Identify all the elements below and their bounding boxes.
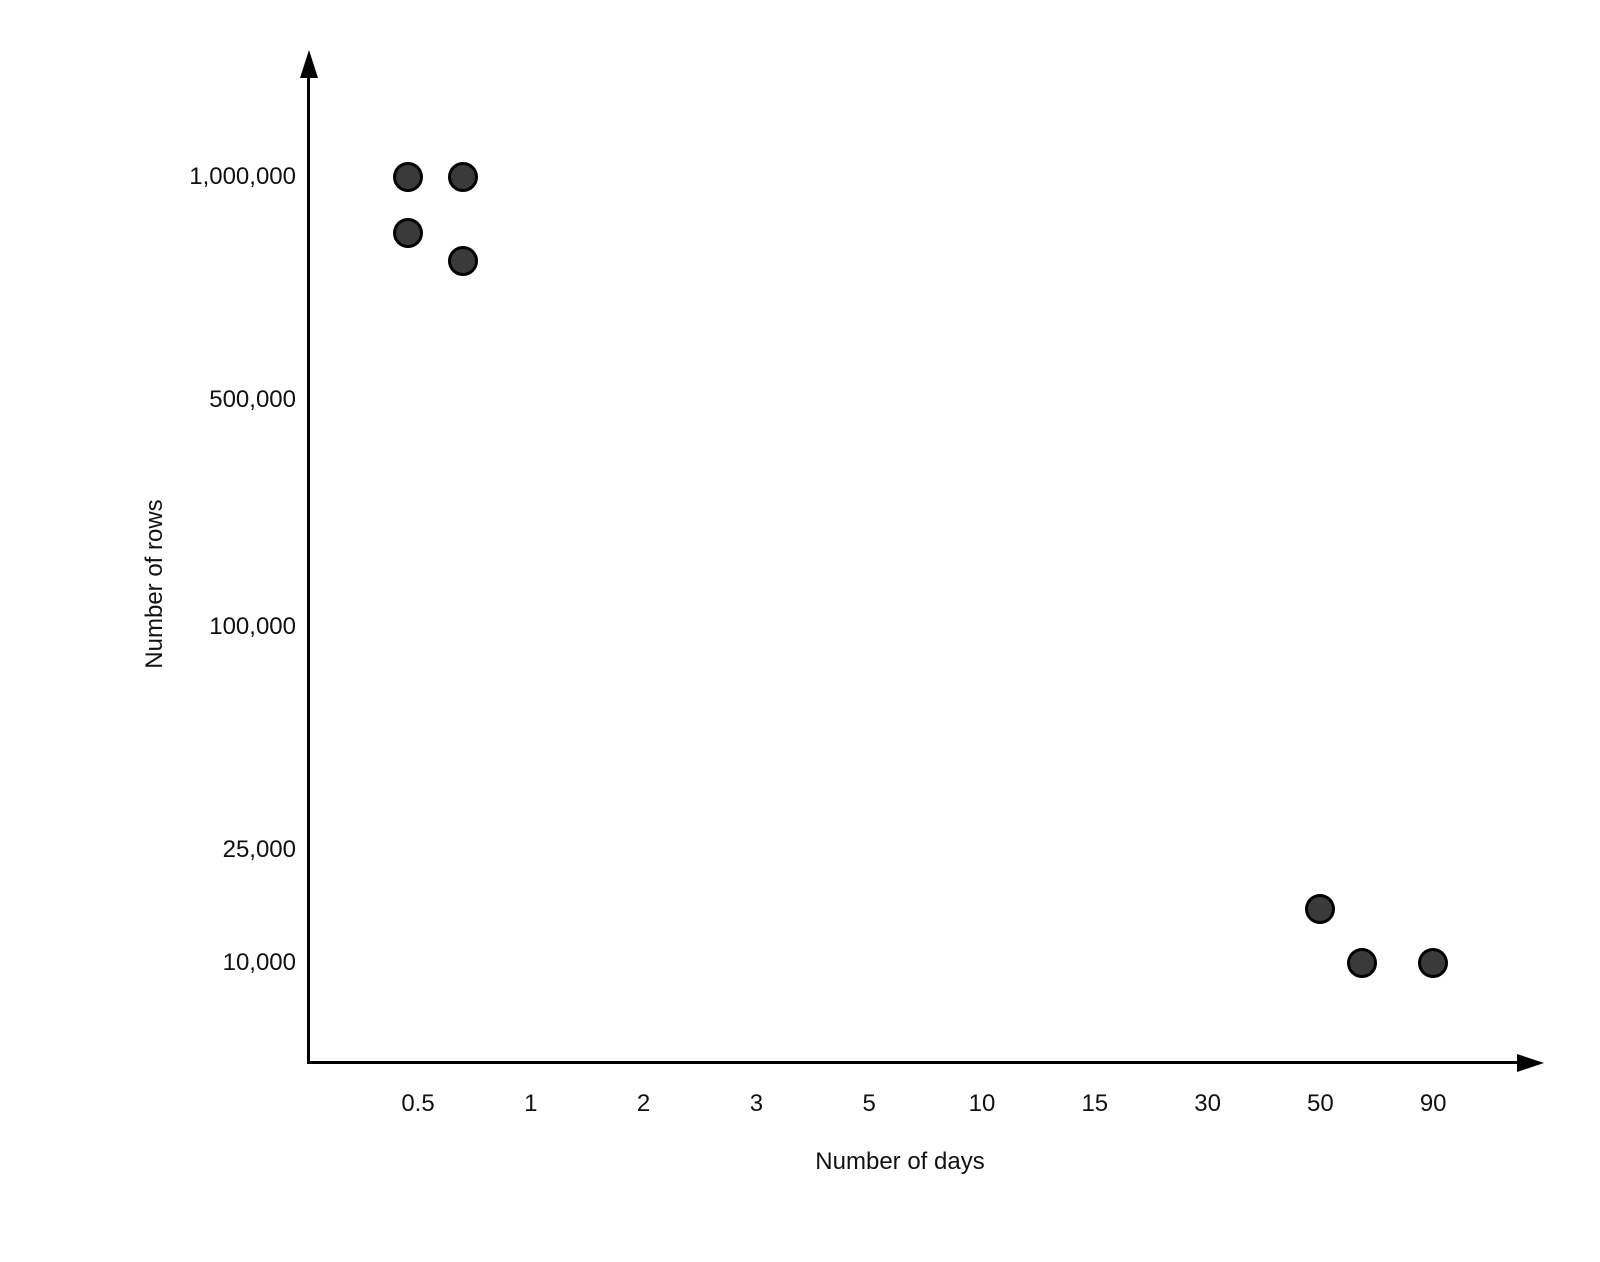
- x-axis-arrow-icon: [1517, 1054, 1544, 1072]
- data-point: [392, 218, 423, 249]
- x-tick-label: 5: [862, 1090, 876, 1117]
- y-tick-label: 500,000: [209, 386, 296, 413]
- data-point: [1346, 948, 1377, 978]
- y-tick-label: 25,000: [222, 836, 296, 863]
- x-tick-label: 50: [1307, 1090, 1334, 1117]
- data-point: [448, 162, 479, 192]
- y-tick-label: 10,000: [222, 949, 296, 976]
- y-axis-arrow-icon: [300, 50, 318, 78]
- y-tick-label: 1,000,000: [189, 163, 296, 190]
- x-tick-label: 1: [524, 1090, 538, 1117]
- x-tick-label: 15: [1081, 1090, 1109, 1117]
- x-tick-label: 10: [968, 1090, 996, 1117]
- data-point: [1305, 893, 1336, 924]
- x-tick-label: 90: [1419, 1090, 1447, 1117]
- x-tick-label: 30: [1194, 1090, 1221, 1117]
- x-tick-label: 0.5: [401, 1090, 435, 1117]
- data-point: [392, 162, 423, 192]
- y-axis-line: [307, 68, 310, 1064]
- x-axis-title: Number of days: [815, 1148, 985, 1175]
- y-axis-title: Number of rows: [141, 499, 168, 669]
- x-tick-label: 3: [749, 1090, 764, 1117]
- x-tick-label: 2: [636, 1090, 651, 1117]
- x-axis-line: [307, 1061, 1520, 1064]
- data-point: [448, 246, 479, 277]
- y-tick-label: 100,000: [209, 613, 296, 640]
- data-point: [1418, 948, 1449, 978]
